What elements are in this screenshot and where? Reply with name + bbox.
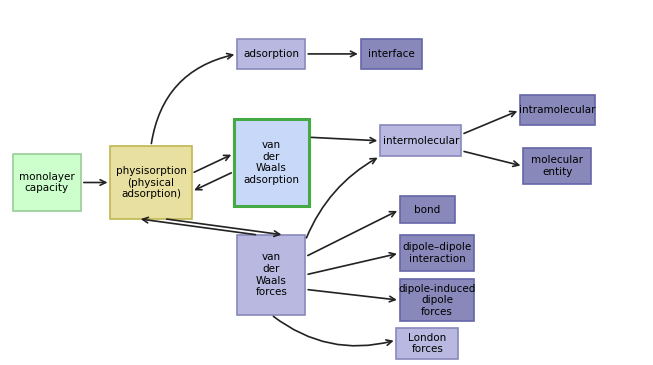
Text: dipole-induced
dipole
forces: dipole-induced dipole forces xyxy=(398,284,476,317)
Text: adsorption: adsorption xyxy=(243,49,299,59)
FancyBboxPatch shape xyxy=(523,148,592,184)
Text: intermolecular: intermolecular xyxy=(383,136,459,146)
Text: monolayer
capacity: monolayer capacity xyxy=(19,172,75,193)
FancyBboxPatch shape xyxy=(110,146,191,219)
FancyBboxPatch shape xyxy=(396,328,458,359)
FancyBboxPatch shape xyxy=(400,279,475,321)
Text: van
der
Waals
adsorption: van der Waals adsorption xyxy=(243,140,299,185)
Text: molecular
entity: molecular entity xyxy=(532,155,583,177)
FancyBboxPatch shape xyxy=(237,39,306,69)
Text: van
der
Waals
forces: van der Waals forces xyxy=(255,253,287,297)
Text: physisorption
(physical
adsorption): physisorption (physical adsorption) xyxy=(116,166,186,199)
FancyBboxPatch shape xyxy=(380,126,462,156)
FancyBboxPatch shape xyxy=(234,119,309,206)
FancyBboxPatch shape xyxy=(520,95,595,126)
Text: dipole–dipole
interaction: dipole–dipole interaction xyxy=(402,242,471,264)
Text: London
forces: London forces xyxy=(408,333,447,354)
Text: interface: interface xyxy=(368,49,415,59)
FancyBboxPatch shape xyxy=(360,39,422,69)
Text: bond: bond xyxy=(414,205,440,215)
Text: intramolecular: intramolecular xyxy=(519,105,596,115)
FancyBboxPatch shape xyxy=(400,196,455,223)
FancyBboxPatch shape xyxy=(237,235,306,315)
FancyBboxPatch shape xyxy=(400,235,475,271)
FancyBboxPatch shape xyxy=(13,154,81,211)
